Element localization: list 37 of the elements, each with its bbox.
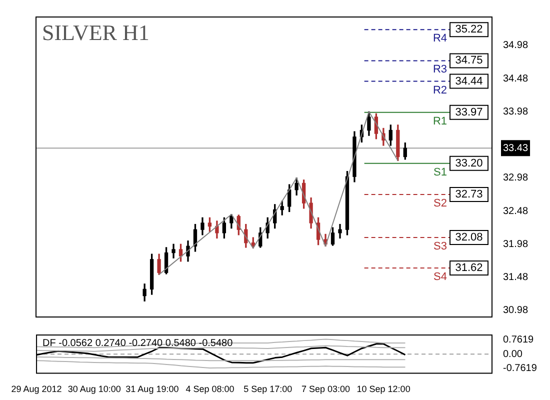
x-tick-label: 29 Aug 2012	[11, 384, 62, 394]
x-tick-label: 5 Sep 17:00	[244, 384, 292, 394]
x-tick-label: 7 Sep 03:00	[301, 384, 350, 394]
ref-line-label: S1	[434, 166, 447, 178]
annotation: 34.44	[455, 75, 483, 88]
y-tick-label: 32.48	[503, 206, 528, 217]
y-tick-label: 0.00	[503, 348, 523, 360]
chart-title: DF -0.0562 0.2740 -0.2740 0.5480 -0.5480	[42, 338, 234, 349]
chart-title: SILVER H1	[42, 20, 150, 45]
annotation: 31.62	[455, 262, 483, 274]
ref-line-label: R1	[432, 115, 447, 128]
y-tick-label: 32.98	[503, 172, 528, 184]
y-tick-label: 31.98	[503, 238, 528, 250]
ref-line-label: S4	[434, 271, 447, 284]
y-tick-label: 34.98	[503, 40, 528, 52]
annotation: 33.20	[455, 157, 483, 170]
annotation: 35.22	[455, 24, 483, 36]
y-tick-label: -0.7619	[503, 362, 538, 374]
y-tick-label: 34.48	[503, 73, 528, 84]
y-tick-label: 0.7619	[503, 334, 534, 346]
ref-line-label: R2	[432, 84, 447, 96]
ref-line-label: S3	[434, 240, 447, 253]
annotation: 33.97	[455, 106, 483, 118]
annotation: 32.73	[455, 188, 483, 201]
ref-line-label: R4	[432, 32, 447, 45]
x-tick-label: 30 Aug 10:00	[68, 384, 121, 394]
annotation: 34.75	[455, 54, 483, 67]
y-tick-label: 30.98	[503, 305, 528, 316]
x-tick-label: 10 Sep 12:00	[356, 384, 410, 394]
y-tick-label: 33.98	[503, 106, 528, 118]
y-tick-label: 31.48	[503, 272, 528, 284]
ref-line-label: R3	[432, 64, 447, 76]
y-tick-label: 33.43	[503, 142, 528, 154]
x-tick-label: 4 Sep 08:00	[186, 384, 234, 394]
ref-line-label: S2	[434, 198, 447, 210]
x-tick-label: 31 Aug 19:00	[126, 384, 179, 394]
annotation: 32.08	[455, 232, 483, 244]
